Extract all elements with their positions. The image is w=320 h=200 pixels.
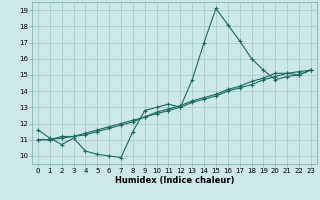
X-axis label: Humidex (Indice chaleur): Humidex (Indice chaleur) bbox=[115, 176, 234, 185]
